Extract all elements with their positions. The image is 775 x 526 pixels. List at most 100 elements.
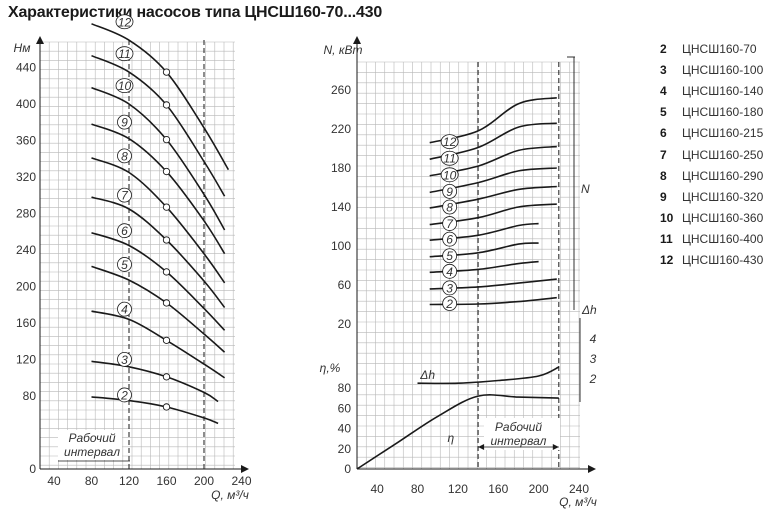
x-tick-label: 200 [529, 482, 549, 496]
legend-item: 9 ЦНСШ160-320 [660, 186, 772, 207]
curve-label: 7 [446, 217, 454, 231]
legend-number: 6 [660, 126, 667, 141]
y-tick-label: 360 [16, 134, 36, 148]
curve-label: 4 [446, 265, 453, 279]
curve-label-badge [442, 199, 458, 215]
curve-label-badge [115, 14, 134, 30]
x-tick-label: 240 [231, 474, 251, 488]
head-curve [91, 310, 226, 379]
curve-label-badge [440, 134, 459, 150]
y-axis-label: N, кВт [324, 43, 363, 57]
legend-number: 4 [660, 83, 667, 98]
operating-point-marker [162, 68, 171, 76]
npsh-scale-label: 3 [590, 352, 597, 366]
operating-point-marker [162, 268, 171, 276]
legend-number: 5 [660, 105, 667, 120]
y-tick-label: 20 [338, 317, 352, 331]
x-tick-label: 80 [411, 482, 425, 496]
legend-label: ЦНСШ160-100 [682, 62, 764, 77]
working-interval-label: Рабочий [495, 420, 542, 434]
legend-label: ЦНСШ160-250 [682, 147, 764, 162]
curve-label: 5 [446, 249, 453, 263]
y-axis-label: Hм [14, 41, 31, 55]
curve-label: 8 [121, 149, 128, 163]
y-tick-label: 220 [331, 122, 351, 136]
legend-item: 7 ЦНСШ160-250 [660, 144, 772, 165]
x-tick-label: 40 [47, 474, 61, 488]
curve-label: 7 [121, 189, 129, 203]
curve-label-badge [440, 150, 459, 166]
y-tick-label: 280 [16, 207, 36, 221]
y-tick-label: 320 [16, 170, 36, 184]
curve-label-badge [442, 248, 458, 264]
legend-item: 4 ЦНСШ160-140 [660, 80, 772, 101]
curve-label: 10 [443, 168, 457, 182]
curve-label-badge [117, 257, 132, 272]
curve-label-badge [442, 263, 458, 279]
y-tick-label: 140 [331, 200, 351, 214]
legend-label: ЦНСШ160-360 [682, 211, 764, 226]
y-tick-label: 400 [16, 97, 36, 111]
legend-number: 12 [660, 253, 674, 268]
legend-label: ЦНСШ160-400 [682, 232, 764, 247]
legend-item: 5 ЦНСШ160-180 [660, 102, 772, 123]
x-tick-label: 240 [569, 482, 589, 496]
operating-point-marker [162, 299, 171, 307]
x-tick-label: 200 [194, 474, 214, 488]
legend-number: 7 [660, 147, 667, 162]
y-tick-label: 100 [331, 239, 351, 253]
legend-number: 9 [660, 189, 667, 204]
y-tick-label: 80 [338, 381, 352, 395]
curve-label-badge [117, 301, 132, 317]
head-curve [91, 360, 219, 403]
npsh-scale-label: 4 [590, 332, 597, 346]
curve-label: 2 [120, 388, 128, 402]
power-bracket-label: N [581, 182, 590, 196]
efficiency-curve [356, 394, 559, 470]
y-tick-label: 40 [338, 422, 352, 436]
legend-number: 8 [660, 168, 667, 183]
x-axis-label: Q, м³/ч [211, 488, 249, 502]
legend-label: ЦНСШ160-290 [682, 168, 764, 183]
curve-label-badge [115, 78, 134, 94]
curve-label: 8 [446, 200, 453, 214]
working-interval-label: интервал [490, 434, 546, 448]
curve-label: 10 [118, 79, 132, 93]
curve-label: 6 [446, 233, 453, 247]
npsh-curve [417, 366, 560, 385]
curve-label: 12 [118, 15, 132, 29]
operating-point-marker [162, 203, 171, 211]
working-interval-label: интервал [64, 445, 120, 459]
curve-label-badge [442, 216, 458, 231]
x-tick-label: 80 [85, 474, 99, 488]
curve-label: 5 [121, 258, 128, 272]
operating-point-marker [162, 336, 171, 345]
curve-label: 3 [121, 353, 128, 367]
curve-label-badge [115, 46, 134, 62]
y-tick-label: 60 [338, 278, 352, 292]
npsh-scale-label: 2 [589, 372, 597, 386]
legend-item: 3 ЦНСШ160-100 [660, 59, 772, 80]
legend-item: 10 ЦНСШ160-360 [660, 208, 772, 229]
legend-item: 2 ЦНСШ160-70 [660, 38, 772, 59]
legend-number: 2 [660, 41, 667, 56]
legend-label: ЦНСШ160-140 [682, 83, 764, 98]
curve-label-badge [117, 223, 132, 239]
operating-point-marker [162, 373, 171, 381]
curve-label-badge [117, 351, 132, 367]
curve-label-badge [117, 387, 132, 403]
curve-label-badge [440, 167, 459, 183]
curve-label: 4 [121, 303, 128, 317]
x-axis-label: Q, м³/ч [559, 495, 597, 509]
y-tick-label: 240 [16, 243, 36, 257]
curve-label: 3 [446, 281, 453, 295]
y-tick-label: 0 [344, 462, 351, 476]
working-interval-label: Рабочий [68, 431, 115, 445]
y-tick-label: 60 [338, 401, 352, 415]
curve-label: 6 [121, 224, 128, 238]
y-tick-label: 80 [23, 389, 37, 403]
x-axis-arrow [241, 465, 249, 473]
legend-item: 8 ЦНСШ160-290 [660, 165, 772, 186]
efficiency-curve-label: η [448, 431, 455, 445]
